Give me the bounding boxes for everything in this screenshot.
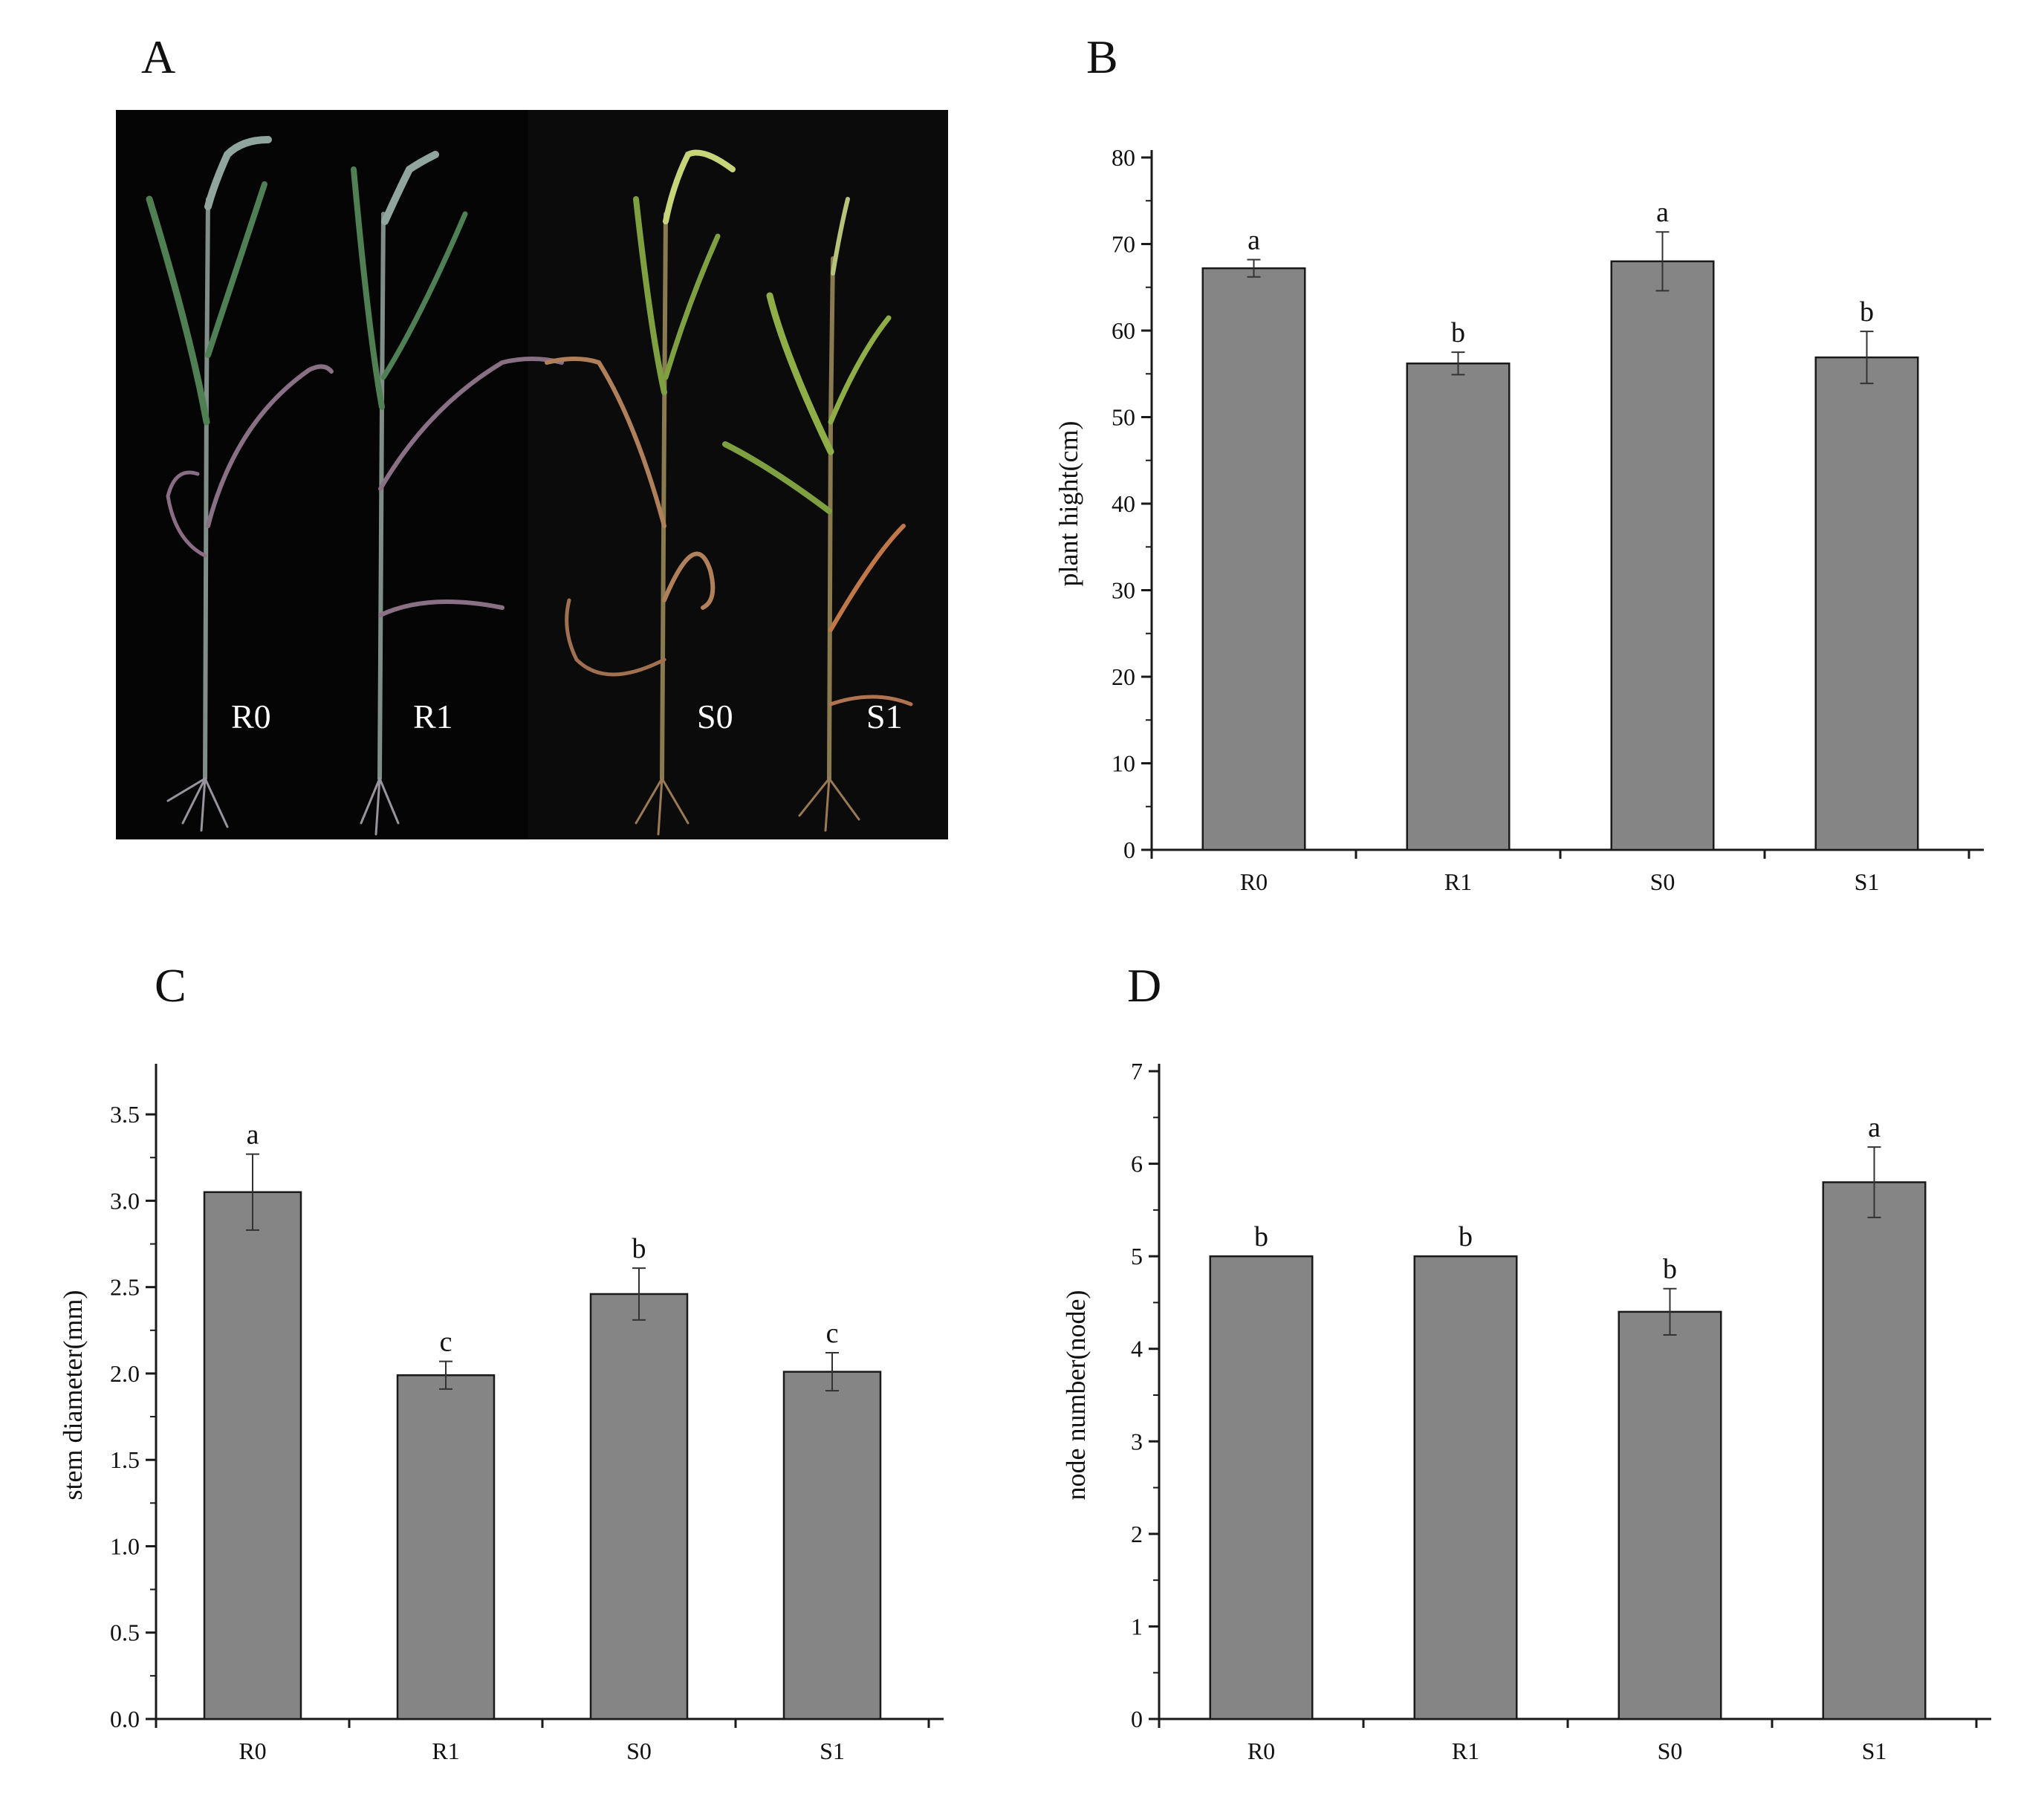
y-axis-label: node number(node)	[1061, 1290, 1091, 1501]
y-tick-label: 40	[1112, 490, 1135, 517]
plant-illustration	[146, 136, 913, 836]
y-tick-label: 10	[1112, 750, 1135, 777]
photo-label-s0: S0	[697, 698, 733, 735]
bar-r0	[203, 1191, 302, 1720]
y-tick-label: 20	[1112, 663, 1135, 690]
y-tick-label: 2.0	[110, 1360, 140, 1387]
significance-letter-r1: b	[1451, 317, 1465, 348]
plant-photograph: R0 R1 S0 S1	[116, 110, 948, 839]
panel-label-b: B	[1086, 30, 1118, 83]
y-tick-label: 1.5	[110, 1446, 140, 1473]
photo-label-r1: R1	[413, 698, 453, 735]
bar-r1	[1413, 1255, 1518, 1720]
significance-letter-s1: c	[826, 1318, 839, 1349]
y-tick-label: 3.0	[110, 1187, 140, 1214]
significance-letter-s0: b	[632, 1233, 646, 1264]
plant-r1	[351, 151, 564, 836]
plant-s0	[545, 149, 736, 836]
plant-height-chart: 0 10 20 30 40 50 60 70 80 a R0 b R1 a S0 b S1 plant hight…	[1054, 144, 1984, 895]
x-tick-label-r1: R1	[1452, 1738, 1479, 1764]
y-tick-label: 0	[1131, 1706, 1143, 1732]
x-tick-label-s0: S0	[1658, 1738, 1683, 1764]
significance-letter-r0: a	[1248, 224, 1260, 256]
x-tick-label-s1: S1	[1855, 868, 1880, 895]
y-tick-label: 6	[1131, 1151, 1143, 1177]
x-tick-label-s0: S0	[626, 1738, 652, 1764]
panel-label-d: D	[1127, 959, 1162, 1012]
plant-r0	[146, 136, 334, 832]
y-tick-label: 2.5	[110, 1274, 140, 1301]
y-tick-label: 70	[1112, 231, 1135, 258]
bar-s0	[1618, 1310, 1722, 1720]
significance-letter-r1: c	[440, 1327, 452, 1358]
y-tick-label: 3	[1131, 1428, 1143, 1455]
x-tick-label-r0: R0	[1240, 868, 1268, 895]
stem-diameter-chart: 0.0 0.5 1.0 1.5 2.0 2.5 3.0 3.5 a R0 c R1 b S0 c S1 stem…	[58, 1064, 944, 1764]
photo-right-half	[528, 110, 948, 839]
bar-r0	[1201, 267, 1306, 851]
significance-letter-s0: b	[1663, 1254, 1677, 1285]
y-tick-label: 30	[1112, 577, 1135, 604]
x-tick-label-r1: R1	[432, 1738, 459, 1764]
bar-s0	[589, 1293, 689, 1720]
significance-letter-r1: b	[1459, 1221, 1473, 1252]
panel-label-c: C	[155, 959, 186, 1012]
significance-letter-s0: a	[1656, 197, 1669, 228]
y-tick-label: 2	[1131, 1521, 1143, 1547]
y-tick-label: 1	[1131, 1613, 1143, 1639]
x-tick-label-r1: R1	[1444, 868, 1472, 895]
y-axis-label: plant hight(cm)	[1054, 421, 1083, 587]
panel-label-a: A	[141, 30, 176, 83]
node-number-chart: 0 1 2 3 4 5 6 7 b R0 b R1 b S0 a S1 node number(node)	[1061, 1058, 1991, 1764]
bar-s1	[1822, 1181, 1927, 1720]
photo-label-s1: S1	[866, 698, 903, 735]
x-tick-label-r0: R0	[1248, 1738, 1275, 1764]
bar-s0	[1610, 260, 1715, 851]
x-tick-label-s1: S1	[1862, 1738, 1887, 1764]
plant-s1	[722, 197, 913, 832]
significance-letter-s1: b	[1860, 296, 1874, 328]
bar-r0	[1209, 1255, 1314, 1720]
y-tick-label: 5	[1131, 1243, 1143, 1270]
y-axis-label: stem diameter(mm)	[58, 1290, 88, 1501]
y-tick-label: 0.5	[110, 1619, 140, 1646]
bar-r1	[396, 1374, 496, 1720]
y-tick-label: 0	[1123, 836, 1135, 863]
photo-label-r0: R0	[231, 698, 271, 735]
y-tick-label: 60	[1112, 317, 1135, 344]
bar-s1	[782, 1371, 882, 1720]
bar-s1	[1814, 356, 1919, 851]
bar-r1	[1406, 363, 1511, 851]
y-tick-label: 4	[1131, 1336, 1143, 1362]
y-tick-label: 3.5	[110, 1101, 140, 1128]
y-tick-label: 0.0	[110, 1706, 140, 1732]
significance-letter-s1: a	[1868, 1112, 1881, 1143]
y-tick-label: 80	[1112, 144, 1135, 171]
y-tick-label: 50	[1112, 404, 1135, 431]
x-tick-label-r0: R0	[239, 1738, 266, 1764]
significance-letter-r0: a	[247, 1119, 259, 1151]
x-tick-label-s1: S1	[820, 1738, 845, 1764]
y-tick-label: 1.0	[110, 1533, 140, 1559]
significance-letter-r0: b	[1254, 1221, 1268, 1252]
y-tick-label: 7	[1131, 1058, 1143, 1085]
x-tick-label-s0: S0	[1650, 868, 1675, 895]
